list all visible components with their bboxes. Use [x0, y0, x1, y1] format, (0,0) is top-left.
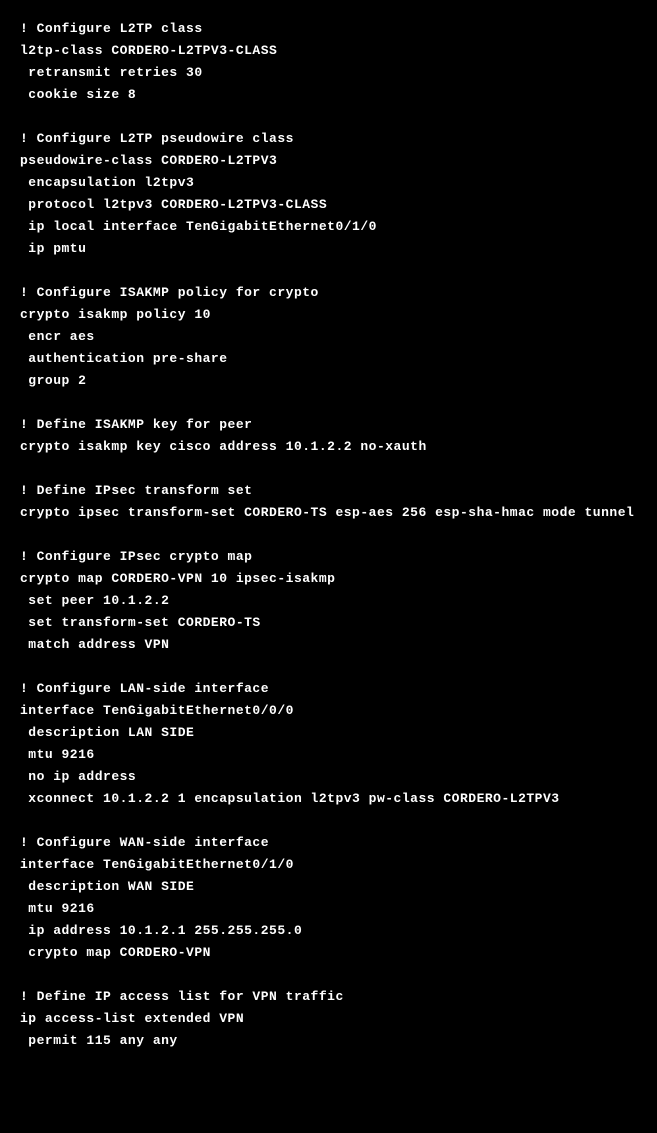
terminal-output: ! Configure L2TP class l2tp-class CORDER…	[0, 0, 657, 1070]
